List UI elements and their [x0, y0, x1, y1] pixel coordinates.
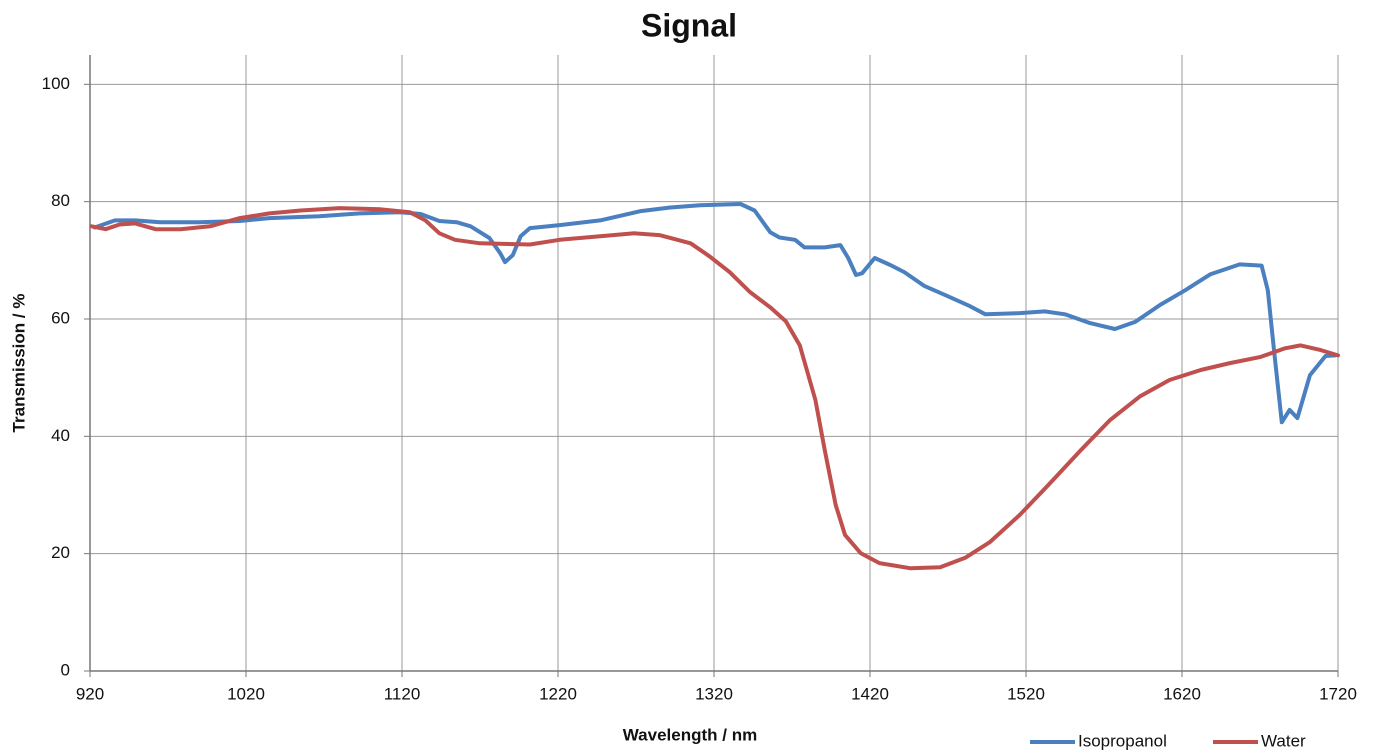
y-tick-label: 0: [61, 660, 70, 679]
x-tick-label: 1220: [539, 684, 577, 703]
legend-label: Isopropanol: [1078, 731, 1167, 750]
x-tick-label: 920: [76, 684, 104, 703]
legend-label: Water: [1261, 731, 1306, 750]
series-line: [92, 202, 1337, 425]
y-tick-label: 40: [51, 426, 70, 445]
x-tick-label: 1120: [384, 684, 421, 703]
x-tick-label: 1420: [851, 684, 889, 703]
y-tick-label: 100: [42, 74, 70, 93]
y-tick-label: 20: [51, 543, 70, 562]
x-tick-label: 1520: [1007, 684, 1045, 703]
y-tick-label: 60: [51, 308, 70, 327]
series-line: [89, 206, 1340, 571]
y-tick-label: 80: [51, 191, 70, 210]
x-axis-label: Wavelength / nm: [623, 725, 757, 744]
y-axis-label: Transmission / %: [9, 294, 28, 433]
x-tick-label: 1720: [1319, 684, 1357, 703]
x-tick-label: 1020: [227, 684, 265, 703]
chart-title: Signal: [641, 7, 737, 43]
x-tick-label: 1620: [1163, 684, 1201, 703]
x-tick-label: 1320: [695, 684, 733, 703]
